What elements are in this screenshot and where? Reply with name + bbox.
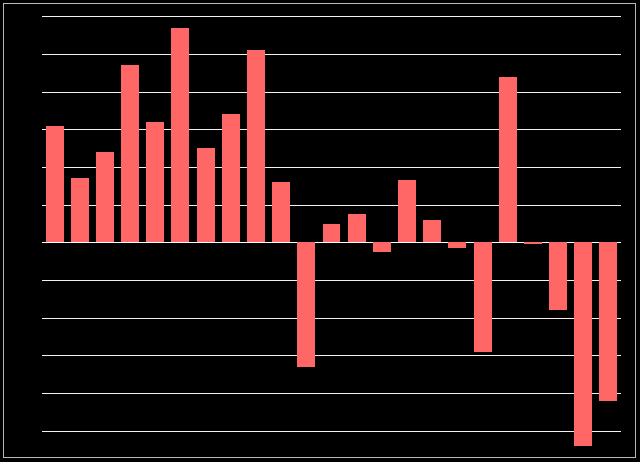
zero-baseline <box>42 242 621 243</box>
bar <box>523 242 542 245</box>
bar <box>171 27 190 243</box>
gridline <box>42 318 621 319</box>
bar <box>448 242 467 249</box>
bar <box>549 242 568 311</box>
bars-group <box>42 7 621 459</box>
bar <box>196 148 215 243</box>
bar <box>398 180 416 243</box>
bar <box>599 242 618 401</box>
gridline <box>42 431 621 432</box>
bar <box>95 152 114 243</box>
gridline <box>42 280 621 281</box>
gridline <box>42 54 621 55</box>
gridline <box>42 167 621 168</box>
gridline <box>42 129 621 130</box>
bar <box>372 242 391 252</box>
bar <box>322 223 341 243</box>
bar <box>297 242 316 367</box>
bar <box>246 50 265 243</box>
bar <box>272 182 291 243</box>
gridline <box>42 16 621 17</box>
gridline <box>42 205 621 206</box>
bar <box>45 125 64 243</box>
plot-area <box>42 7 621 459</box>
plot-frame <box>3 3 636 458</box>
bar <box>70 178 89 243</box>
gridline <box>42 355 621 356</box>
gridline <box>42 393 621 394</box>
bar <box>146 121 165 243</box>
bar <box>221 114 240 243</box>
bar <box>121 65 140 243</box>
bar <box>574 242 593 446</box>
bar <box>423 219 442 243</box>
gridline <box>42 92 621 93</box>
bar <box>347 214 366 243</box>
bar <box>473 242 492 352</box>
bar <box>498 76 517 243</box>
